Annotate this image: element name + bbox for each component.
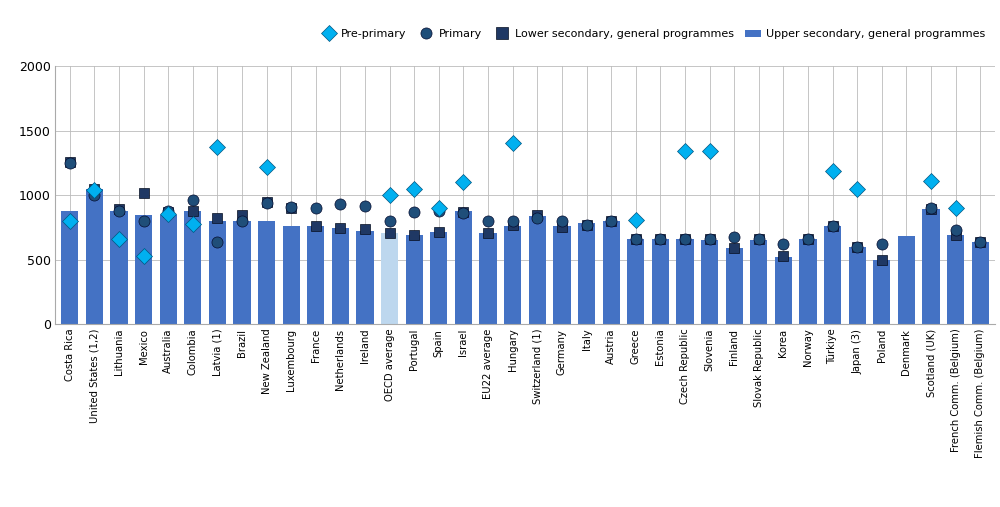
Bar [160, 214, 177, 324]
Bar [652, 239, 669, 324]
Bar [135, 214, 152, 324]
Bar [750, 240, 767, 324]
Legend: Pre-primary, Primary, Lower secondary, general programmes, Upper secondary, gene: Pre-primary, Primary, Lower secondary, g… [316, 25, 989, 44]
Bar [676, 239, 694, 324]
Bar [307, 226, 324, 324]
Bar [332, 228, 349, 324]
Bar [233, 221, 251, 324]
Bar [455, 211, 472, 324]
Bar [972, 242, 989, 324]
Bar [61, 211, 78, 324]
Bar [209, 221, 226, 324]
Bar [578, 223, 595, 324]
Bar [86, 189, 103, 324]
Bar [283, 226, 300, 324]
Bar [504, 226, 521, 324]
Bar [184, 211, 201, 324]
Bar [726, 248, 743, 324]
Bar [627, 239, 644, 324]
Bar [873, 261, 890, 324]
Bar [381, 233, 398, 324]
Bar [898, 236, 915, 324]
Bar [947, 235, 964, 324]
Bar [529, 216, 546, 324]
Bar [603, 221, 620, 324]
Bar [258, 221, 275, 324]
Bar [110, 211, 128, 324]
Bar [430, 232, 447, 324]
Bar [849, 247, 866, 324]
Bar [406, 235, 423, 324]
Bar [553, 226, 571, 324]
Bar [824, 226, 841, 324]
Bar [922, 209, 940, 324]
Bar [479, 233, 497, 324]
Bar [701, 240, 718, 324]
Bar [356, 231, 374, 324]
Bar [775, 257, 792, 324]
Bar [799, 239, 817, 324]
